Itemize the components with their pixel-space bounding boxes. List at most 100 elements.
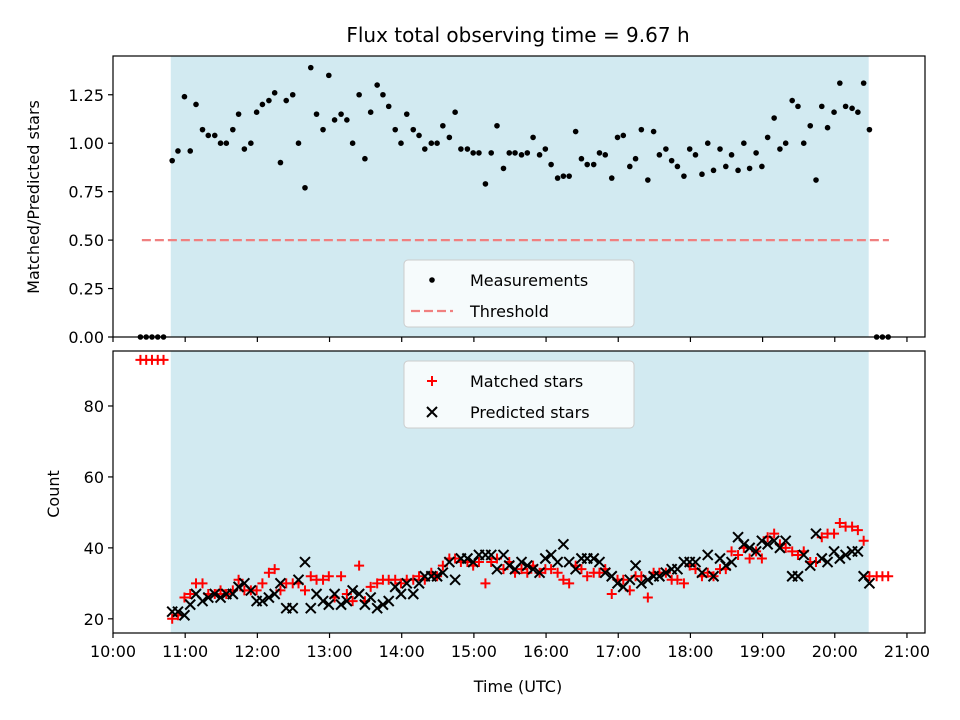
y-tick-label: 80 [84,397,104,416]
data-point [305,602,317,614]
x-tick-label: 18:00 [667,642,713,661]
data-point [860,80,867,86]
data-point [326,72,332,79]
data-point [488,150,495,156]
data-point [344,117,350,123]
data-point [798,549,810,561]
data-point [452,109,458,115]
data-point [353,588,365,600]
data-point [847,521,858,532]
data-point [572,128,579,135]
data-point [287,602,299,614]
data-point [725,556,738,568]
legend-marker [427,376,437,386]
data-point [653,570,666,582]
data-point [289,91,296,98]
data-point [741,140,747,147]
data-point [518,152,525,158]
data-point [527,563,539,575]
data-point [674,163,681,170]
data-point [816,552,828,565]
data-point [193,101,199,108]
data-point [446,134,453,141]
y-tick-label: 0.75 [68,183,104,202]
data-point [689,556,702,568]
ratio-axis-label: Matched/Predicted stars [24,100,43,294]
data-point [175,148,181,154]
data-point [668,157,675,164]
x-tick-label: 12:00 [234,642,280,661]
data-point [422,146,428,152]
data-point [769,528,780,539]
data-point [642,574,654,586]
data-point [834,552,846,565]
data-point [858,535,869,546]
data-point [599,566,611,579]
data-point [263,567,274,578]
data-point [385,103,392,110]
data-point [392,126,399,133]
data-point [341,595,353,607]
data-point [196,595,209,607]
data-point [863,577,876,590]
data-point [169,157,175,164]
data-point [722,163,729,170]
data-point [181,93,188,100]
data-point [744,553,755,564]
data-point [800,140,807,147]
legend-label: Matched stars [470,372,583,391]
data-point [277,159,284,166]
data-point [761,538,774,551]
legend-box [403,259,635,328]
time-axis-label: Time (UTC) [473,677,562,696]
data-point [536,152,543,158]
data-point [771,115,777,121]
data-point [635,577,648,590]
data-point [320,126,326,133]
data-point [470,150,476,156]
data-point [274,577,287,590]
data-point [753,150,759,156]
count-panel: 20 40 60 80 10:00 11:00 12:00 13:00 14:00 15:00 16… [84,350,930,661]
legend-marker [426,406,438,418]
data-point [371,602,383,614]
data-point [699,171,705,178]
data-point [217,140,224,147]
data-point [650,128,657,135]
data-point [209,588,221,600]
data-point [372,578,383,589]
data-point [184,598,196,611]
data-point [253,109,260,115]
legend-label: Measurements [470,271,588,290]
axes-frame [112,350,926,634]
data-point [323,598,335,611]
data-point [336,571,347,582]
figure-title: Flux total observing time = 9.67 h [346,23,689,47]
data-point [197,578,208,589]
legend-label: Predicted stars [470,403,590,422]
y-tick-label: 0.25 [68,280,104,299]
data-point [542,146,549,152]
data-point [302,184,308,191]
data-point [842,103,849,110]
data-point [335,598,347,611]
data-point [849,105,855,112]
x-tick-label: 10:00 [90,642,136,661]
data-point [323,571,334,582]
data-point [728,152,735,158]
data-point [440,122,446,129]
data-point [831,109,837,115]
data-point [645,177,651,183]
data-point [305,571,316,582]
data-point [241,146,248,152]
data-point [642,592,653,603]
data-point [678,578,689,589]
data-point [461,552,474,565]
legend-label: Threshold [469,302,549,321]
data-point [594,567,605,578]
data-point [608,175,615,181]
data-point [759,163,765,170]
data-point [211,132,218,139]
data-point [214,591,227,604]
